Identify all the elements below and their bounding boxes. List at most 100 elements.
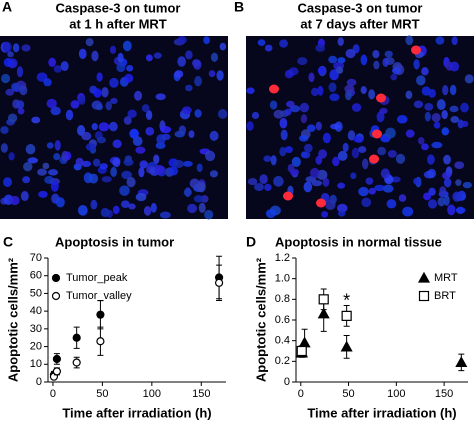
nucleus	[21, 44, 31, 52]
nucleus	[315, 155, 323, 165]
nucleus	[273, 109, 284, 119]
nucleus	[161, 133, 171, 141]
x-tick-label: 0	[298, 388, 304, 400]
nucleus	[100, 207, 110, 218]
nucleus	[279, 39, 289, 48]
data-point	[96, 337, 105, 346]
x-tick-label: 50	[342, 388, 354, 400]
y-axis-label: Apoptotic cells/mm²	[5, 257, 20, 382]
nucleus	[78, 95, 86, 105]
nucleus	[194, 75, 202, 87]
nucleus	[395, 153, 406, 164]
nucleus	[93, 88, 102, 98]
nucleus	[462, 181, 472, 189]
nucleus	[328, 55, 338, 64]
nucleus	[112, 158, 121, 168]
nucleus	[5, 88, 15, 96]
nucleus	[345, 48, 356, 59]
nucleus	[431, 141, 443, 149]
nucleus	[337, 182, 346, 189]
y-tick-label: 30	[30, 323, 42, 335]
nucleus	[269, 100, 278, 110]
chart-title: Apoptosis in normal tissue	[275, 234, 442, 249]
nucleus	[390, 176, 401, 183]
nucleus	[37, 168, 47, 176]
nucleus	[351, 147, 360, 159]
nucleus	[358, 186, 369, 197]
legend-label: BRT	[434, 290, 456, 302]
nucleus	[368, 187, 376, 195]
nucleus	[135, 146, 146, 154]
nucleus	[391, 67, 402, 75]
nucleus	[60, 61, 69, 72]
nucleus	[178, 125, 187, 135]
nucleus	[38, 190, 48, 198]
nucleus	[134, 90, 143, 101]
nucleus	[141, 104, 150, 113]
nucleus	[205, 150, 216, 162]
nucleus	[322, 132, 331, 144]
nucleus	[25, 143, 36, 155]
nucleus	[380, 135, 390, 143]
nucleus	[128, 203, 136, 210]
nucleus	[44, 175, 55, 184]
caspase-spot	[283, 191, 293, 201]
y-tick-label: 40	[30, 305, 42, 317]
nucleus	[16, 66, 24, 78]
nucleus	[454, 161, 465, 169]
x-tick-label: 100	[387, 388, 405, 400]
nucleus	[373, 60, 380, 70]
legend-label: Tumor_valley	[66, 290, 132, 302]
nucleus	[455, 179, 462, 186]
nucleus	[361, 197, 372, 208]
nucleus	[110, 97, 118, 105]
annotation: *	[343, 290, 350, 310]
nucleus	[81, 131, 92, 141]
nucleus	[457, 119, 464, 129]
nucleus	[155, 93, 166, 101]
nucleus	[433, 121, 441, 129]
nucleus	[405, 129, 415, 138]
nucleus	[42, 162, 50, 170]
legend-label: Tumor_peak	[66, 272, 128, 284]
panel-label: C	[3, 234, 13, 250]
nucleus	[64, 151, 72, 161]
x-tick-label: 50	[96, 388, 108, 400]
nucleus	[315, 44, 326, 52]
nucleus	[247, 177, 258, 186]
nucleus	[90, 199, 98, 210]
nucleus	[70, 100, 80, 109]
nucleus	[198, 202, 206, 213]
nucleus	[264, 183, 272, 192]
nucleus	[337, 57, 346, 64]
nucleus	[353, 135, 364, 143]
nucleus	[376, 111, 385, 123]
nucleus	[265, 209, 276, 218]
nucleus	[379, 107, 388, 114]
nucleus	[427, 199, 438, 209]
y-tick-label: 1.0	[275, 273, 290, 285]
nucleus	[436, 99, 446, 111]
nucleus	[31, 116, 41, 124]
nucleus	[0, 126, 9, 135]
nucleus	[105, 101, 112, 111]
nucleus	[65, 109, 74, 121]
nucleus	[174, 70, 184, 78]
legend-marker	[51, 291, 61, 301]
nucleus	[289, 168, 300, 176]
nucleus	[413, 59, 420, 70]
nucleus	[53, 65, 62, 73]
nucleus	[17, 107, 25, 115]
nucleus	[196, 163, 203, 173]
nucleus	[304, 143, 313, 153]
nucleus	[337, 210, 346, 217]
nucleus	[101, 87, 109, 98]
nucleus	[130, 129, 139, 139]
y-tick-label: 50	[30, 287, 42, 299]
nucleus	[263, 155, 272, 162]
nucleus	[96, 136, 107, 144]
nucleus	[139, 160, 149, 169]
nucleus	[443, 195, 450, 206]
nucleus	[160, 126, 172, 134]
